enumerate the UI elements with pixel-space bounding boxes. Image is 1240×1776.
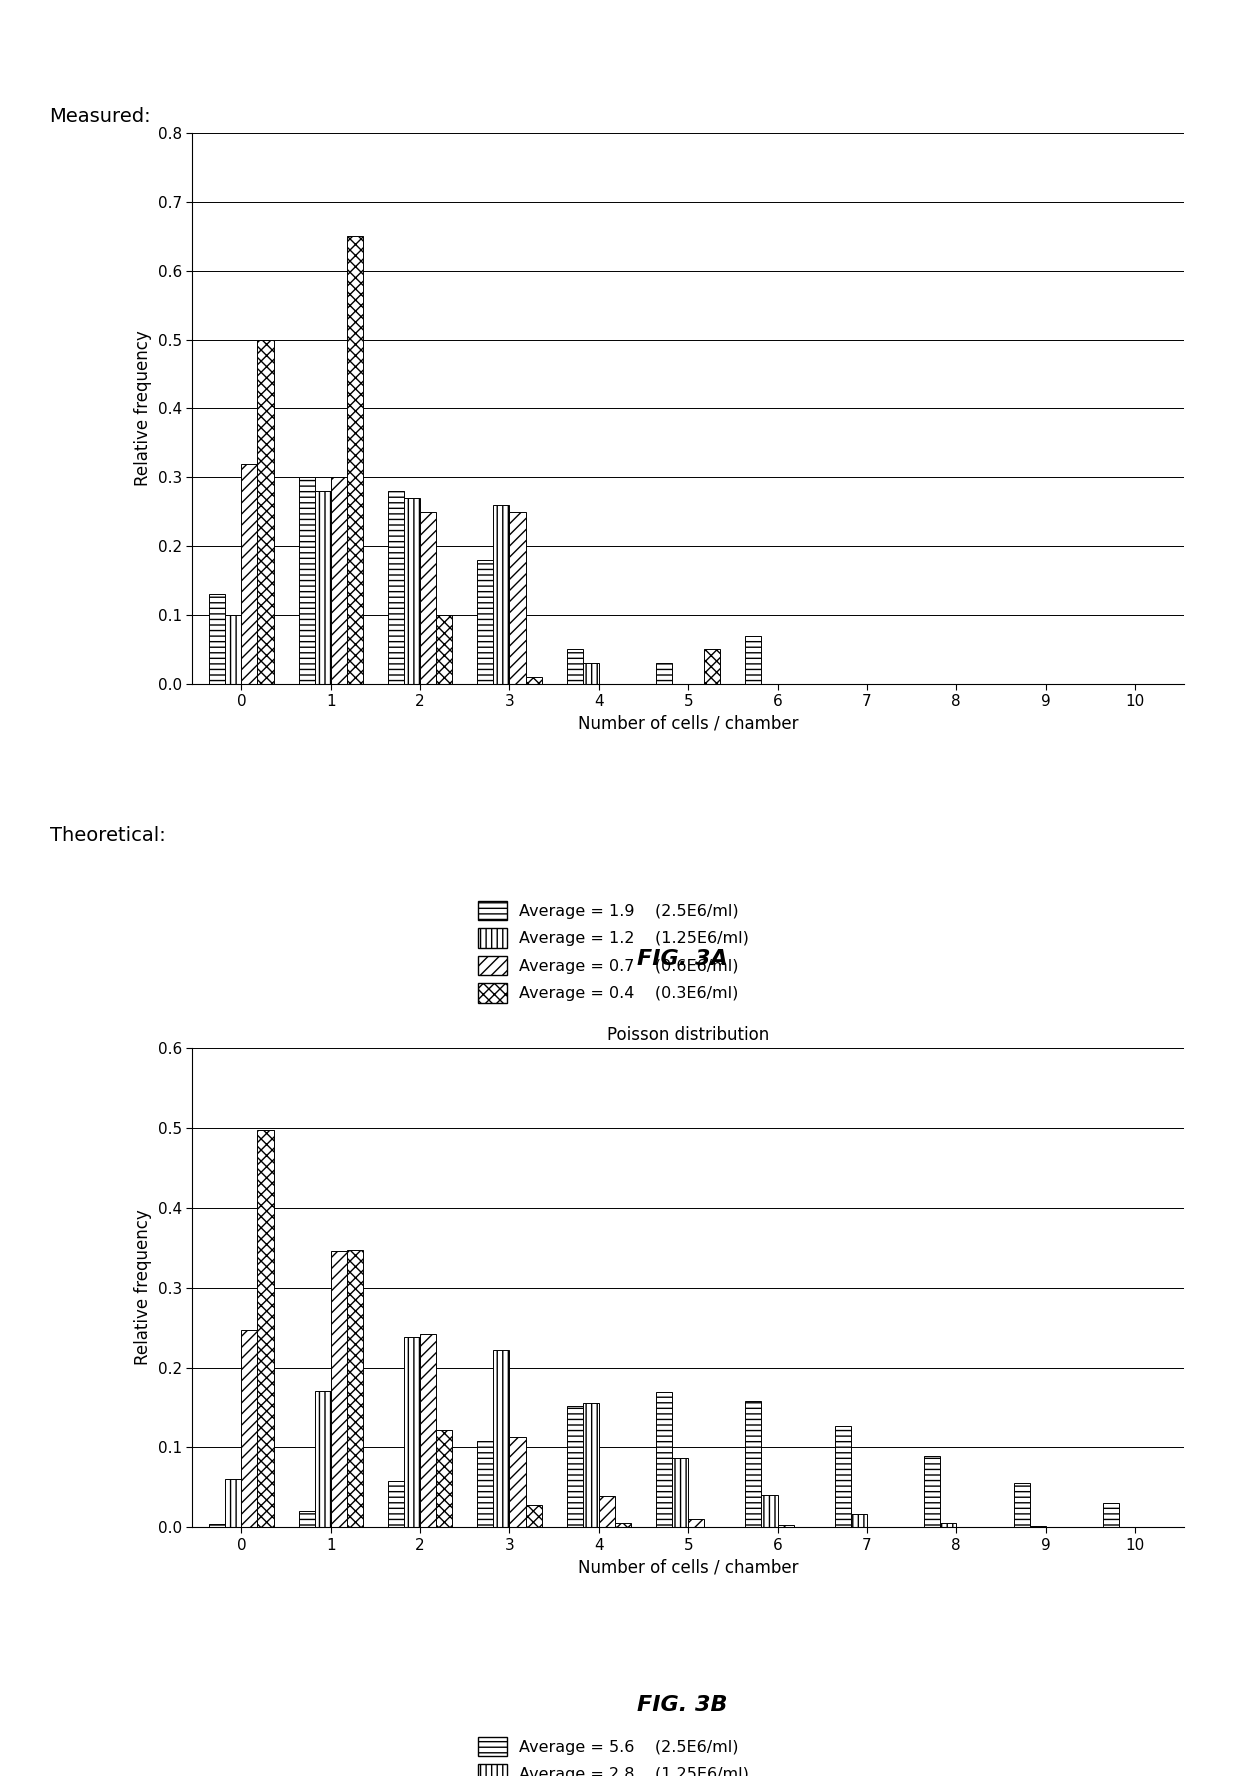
Bar — [745, 1401, 761, 1527]
Bar — [1102, 1502, 1118, 1527]
Bar — [388, 492, 404, 684]
Bar — [672, 1458, 688, 1527]
Bar — [940, 1522, 956, 1527]
Text: Measured:: Measured: — [50, 107, 151, 126]
Bar — [924, 1456, 940, 1527]
Bar — [331, 1252, 347, 1527]
Bar — [494, 1350, 510, 1527]
Bar — [404, 497, 420, 684]
Bar — [331, 478, 347, 684]
Bar — [656, 1392, 672, 1527]
Bar — [299, 478, 315, 684]
Bar — [615, 1524, 631, 1527]
Bar — [420, 511, 436, 684]
Text: FIG. 3B: FIG. 3B — [637, 1694, 727, 1716]
Y-axis label: Relative frequency: Relative frequency — [134, 330, 153, 487]
Bar — [745, 636, 761, 684]
Bar — [315, 492, 331, 684]
Bar — [404, 1337, 420, 1527]
Bar — [347, 236, 363, 684]
Bar — [388, 1481, 404, 1527]
Bar — [494, 504, 510, 684]
Bar — [258, 339, 274, 684]
Bar — [777, 1526, 794, 1527]
Title: Poisson distribution: Poisson distribution — [608, 1025, 769, 1044]
Bar — [210, 595, 226, 684]
X-axis label: Number of cells / chamber: Number of cells / chamber — [578, 714, 799, 733]
Bar — [599, 1495, 615, 1527]
Bar — [1013, 1483, 1029, 1527]
Text: Theoretical:: Theoretical: — [50, 826, 165, 845]
Bar — [299, 1511, 315, 1527]
Bar — [242, 464, 258, 684]
X-axis label: Number of cells / chamber: Number of cells / chamber — [578, 1558, 799, 1577]
Bar — [347, 1250, 363, 1527]
Bar — [477, 559, 494, 684]
Bar — [258, 1131, 274, 1527]
Bar — [851, 1515, 867, 1527]
Bar — [226, 614, 242, 684]
Y-axis label: Relative frequency: Relative frequency — [134, 1209, 153, 1366]
Bar — [526, 677, 542, 684]
Bar — [835, 1426, 851, 1527]
Bar — [526, 1504, 542, 1527]
Bar — [656, 662, 672, 684]
Legend: Average = 5.6    (2.5E6/ml), Average = 2.8    (1.25E6/ml), Average = 1.4    (0.6: Average = 5.6 (2.5E6/ml), Average = 2.8 … — [477, 1737, 749, 1776]
Bar — [567, 650, 583, 684]
Bar — [567, 1407, 583, 1527]
Bar — [688, 1518, 704, 1527]
Bar — [315, 1391, 331, 1527]
Legend: Average = 1.9    (2.5E6/ml), Average = 1.2    (1.25E6/ml), Average = 0.7    (0.6: Average = 1.9 (2.5E6/ml), Average = 1.2 … — [477, 900, 749, 1003]
Bar — [510, 1437, 526, 1527]
Bar — [583, 662, 599, 684]
Text: FIG. 3A: FIG. 3A — [636, 948, 728, 970]
Bar — [210, 1524, 226, 1527]
Bar — [242, 1330, 258, 1527]
Bar — [761, 1495, 777, 1527]
Bar — [436, 614, 453, 684]
Bar — [510, 511, 526, 684]
Bar — [477, 1440, 494, 1527]
Bar — [420, 1334, 436, 1527]
Bar — [436, 1430, 453, 1527]
Bar — [583, 1403, 599, 1527]
Bar — [226, 1479, 242, 1527]
Bar — [704, 650, 720, 684]
